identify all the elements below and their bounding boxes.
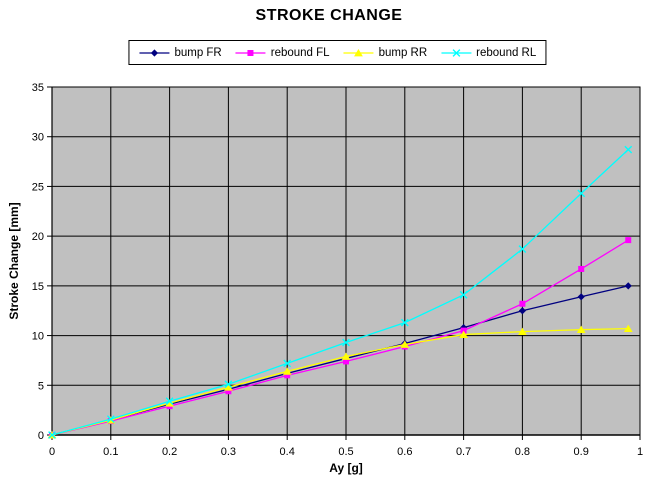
diamond-marker: [577, 293, 585, 301]
y-tick-label: 20: [32, 231, 44, 243]
triangle-marker: [354, 48, 363, 56]
y-tick-label: 15: [32, 281, 44, 293]
triangle-marker: [518, 327, 527, 335]
y-tick-label: 5: [38, 380, 44, 392]
y-tick-label: 25: [32, 181, 44, 193]
x-marker: [224, 380, 233, 389]
x-marker: [518, 245, 527, 253]
legend-label-bump-rr: bump RR: [378, 46, 428, 59]
x-tick-label: 0.2: [162, 446, 177, 458]
square-marker: [625, 237, 632, 244]
triangle-marker: [282, 367, 292, 375]
legend: bump FR rebound FL bump RR rebound RL: [128, 40, 547, 65]
rebound-fl-legend-marker: [235, 49, 266, 56]
square-marker: [225, 388, 232, 395]
square-marker: [284, 372, 291, 379]
y-axis-title: Stroke Change [mm]: [7, 202, 21, 320]
square-marker: [519, 300, 526, 307]
triangle-marker: [165, 399, 174, 407]
x-tick-label: 0.5: [338, 446, 353, 458]
bump-rr-legend-marker: [343, 48, 374, 56]
x-tick-label: 0.8: [515, 446, 530, 458]
triangle-marker: [576, 325, 586, 334]
x-marker: [165, 397, 174, 406]
legend-label-rebound-fl: rebound FL: [270, 46, 330, 59]
triangle-marker: [459, 330, 468, 338]
x-tick-label: 0: [49, 446, 55, 458]
x-marker: [342, 338, 350, 347]
legend-item-bump-rr: bump RR: [343, 46, 428, 59]
legend-item-rebound-rl: rebound RL: [440, 47, 536, 59]
x-marker: [48, 431, 56, 439]
triangle-marker: [623, 324, 633, 333]
x-marker: [106, 415, 115, 423]
x-marker: [283, 359, 292, 368]
y-tick-label: 10: [32, 331, 44, 343]
triangle-marker: [400, 340, 410, 348]
diamond-marker: [150, 48, 159, 57]
bump-fr-legend-marker: [139, 48, 170, 57]
x-marker: [459, 290, 468, 299]
x-marker: [577, 189, 586, 198]
x-marker: [624, 145, 633, 154]
x-tick-label: 0.7: [456, 446, 471, 458]
square-marker: [247, 49, 254, 56]
legend-label-rebound-rl: rebound RL: [476, 46, 537, 59]
chart-title: STROKE CHANGE: [255, 7, 403, 24]
square-marker: [343, 358, 349, 365]
x-tick-label: 0.9: [574, 446, 589, 458]
x-marker: [400, 318, 409, 327]
rebound-rl-legend-marker: [441, 48, 472, 57]
x-marker: [452, 48, 461, 57]
square-marker: [578, 265, 585, 272]
x-tick-label: 0.4: [280, 446, 295, 458]
x-tick-label: 0.6: [397, 446, 412, 458]
y-tick-label: 30: [32, 132, 44, 144]
diamond-marker: [624, 282, 632, 290]
legend-item-rebound-fl: rebound FL: [235, 47, 330, 59]
legend-label-bump-fr: bump FR: [174, 46, 222, 59]
x-tick-label: 1: [637, 446, 643, 458]
x-tick-label: 0.3: [221, 446, 236, 458]
y-tick-label: 0: [38, 430, 44, 442]
legend-item-bump-fr: bump FR: [138, 46, 222, 59]
triangle-marker: [341, 352, 351, 360]
triangle-marker: [224, 383, 233, 391]
x-tick-label: 0.1: [103, 446, 118, 458]
x-axis-title: Ay [g]: [329, 461, 363, 475]
y-tick-label: 35: [32, 82, 44, 94]
diamond-marker: [518, 307, 526, 315]
